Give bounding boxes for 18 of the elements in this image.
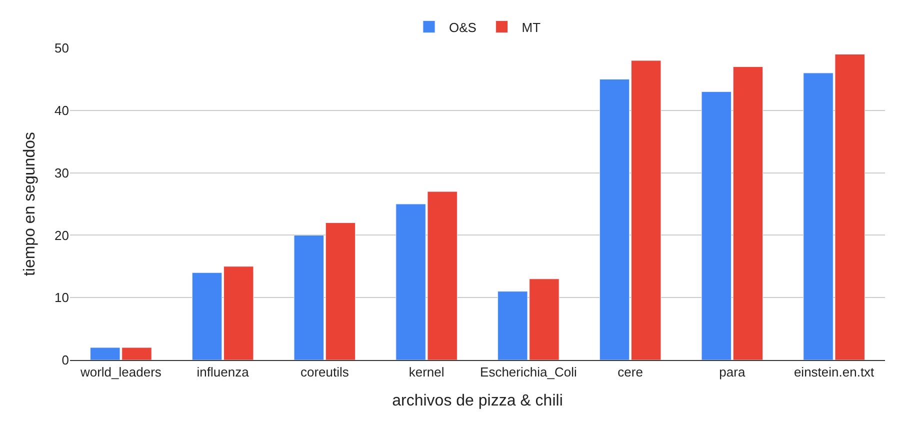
x-tick-label: kernel (408, 364, 444, 380)
y-tick-label: 0 (62, 352, 69, 368)
y-tick-label: 40 (54, 102, 69, 118)
legend-label: MT (522, 20, 541, 35)
y-tick-label: 50 (54, 40, 69, 56)
y-axis-title: tiempo en segundos (21, 132, 38, 276)
y-tick-label: 30 (54, 165, 69, 180)
x-tick-label: para (719, 364, 746, 380)
legend-label: O&S (449, 20, 477, 35)
x-tick-label: influenza (196, 364, 250, 380)
x-tick-label: coreutils (300, 364, 350, 380)
x-tick-label: einstein.en.txt (794, 364, 875, 380)
x-axis-title: archivos de pizza & chili (392, 392, 563, 410)
y-tick-label: 10 (54, 290, 69, 306)
x-tick-label: cere (618, 364, 643, 380)
y-tick-label: 20 (54, 228, 69, 243)
x-tick-label: world_leaders (79, 364, 162, 380)
x-tick-label: Escherichia_Coli (480, 364, 577, 380)
